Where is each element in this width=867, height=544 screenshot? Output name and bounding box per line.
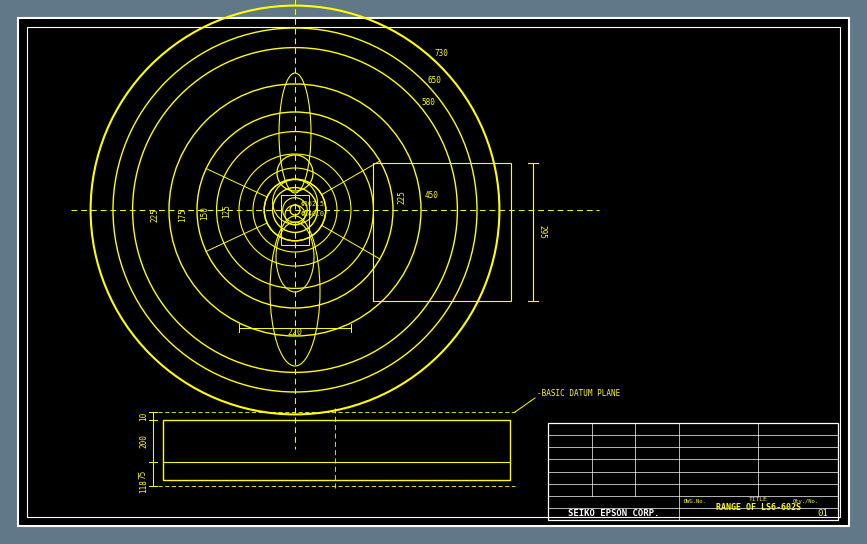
- Text: 295: 295: [538, 225, 546, 239]
- Text: 730: 730: [434, 49, 448, 58]
- Text: 10: 10: [139, 411, 148, 421]
- Text: 580: 580: [421, 97, 435, 107]
- Text: 220: 220: [288, 328, 303, 337]
- Text: 75: 75: [139, 469, 148, 479]
- Bar: [548, 423, 838, 520]
- Text: 225: 225: [151, 208, 160, 222]
- Text: -BASIC DATUM PLANE: -BASIC DATUM PLANE: [537, 389, 620, 398]
- Text: TITLE: TITLE: [749, 497, 767, 502]
- Text: 650: 650: [428, 76, 442, 84]
- Text: 175: 175: [179, 208, 187, 222]
- Text: 125: 125: [223, 204, 231, 218]
- Text: DWG.No.: DWG.No.: [683, 499, 707, 504]
- Text: RANGE OF LS6-602S: RANGE OF LS6-602S: [716, 503, 801, 512]
- Bar: [281, 195, 309, 245]
- Text: 01: 01: [818, 509, 828, 518]
- Text: 225: 225: [397, 190, 406, 204]
- Bar: [163, 420, 510, 480]
- Text: Φ140.0: Φ140.0: [301, 211, 325, 217]
- Bar: [374, 163, 512, 301]
- Text: 150: 150: [200, 206, 209, 220]
- Text: Qty./No.: Qty./No.: [793, 499, 819, 504]
- Text: SEIKO EPSON CORP.: SEIKO EPSON CORP.: [568, 509, 659, 518]
- Text: 200: 200: [139, 434, 148, 448]
- Text: 450: 450: [425, 191, 439, 200]
- Text: 118: 118: [139, 479, 148, 493]
- Text: Φ162.5: Φ162.5: [301, 201, 325, 207]
